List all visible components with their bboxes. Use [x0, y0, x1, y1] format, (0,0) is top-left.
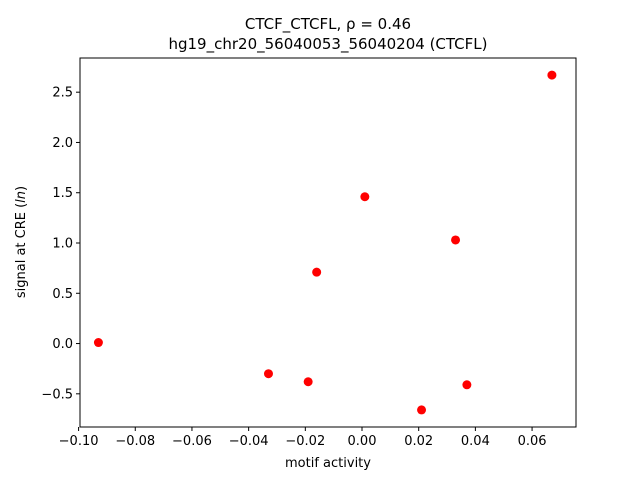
x-tick-label: −0.02: [285, 434, 325, 449]
x-tick-label: −0.06: [172, 434, 212, 449]
data-point: [93, 338, 103, 348]
y-tick-label: 2.5: [52, 86, 73, 101]
x-tick-label: −0.10: [59, 434, 99, 449]
y-tick-label: 0.5: [52, 287, 73, 302]
x-tick-label: −0.04: [229, 434, 269, 449]
data-point: [451, 235, 461, 245]
chart-title-line2: hg19_chr20_56040053_56040204 (CTCFL): [168, 35, 487, 54]
y-tick-label: 1.5: [52, 186, 73, 201]
x-tick-label: 0.06: [518, 434, 547, 449]
plot-area: −0.10 −0.08 −0.06 −0.04 −0.02 0.00 0.02 0.04 0.0…: [41, 70, 557, 449]
data-point: [417, 405, 427, 415]
y-tick-label: −0.5: [41, 387, 73, 402]
title-prefix: CTCF_CTCFL,: [245, 15, 346, 34]
x-axis-label: motif activity: [285, 456, 371, 471]
x-tick-label: 0.02: [404, 434, 433, 449]
data-point: [303, 377, 313, 387]
data-point: [547, 70, 557, 80]
title-rho: ρ = 0.46: [346, 15, 411, 33]
y-axis-label: signal at CRE (ln): [14, 186, 29, 298]
data-point: [462, 380, 472, 390]
y-label-prefix: signal at CRE (: [14, 203, 29, 298]
data-point: [312, 267, 322, 277]
x-tick-label: −0.08: [115, 434, 155, 449]
x-tick-label: 0.00: [348, 434, 377, 449]
y-tick-label: 0.0: [52, 337, 73, 352]
x-tick-label: 0.04: [461, 434, 490, 449]
y-label-suffix: ): [14, 186, 29, 191]
data-point: [263, 369, 273, 379]
data-point: [360, 192, 370, 202]
y-label-italic: ln: [14, 191, 29, 203]
plot-frame: [79, 57, 577, 428]
y-tick-label: 2.0: [52, 136, 73, 151]
chart-title-line1: CTCF_CTCFL, ρ = 0.46: [245, 15, 411, 34]
y-tick-label: 1.0: [52, 237, 73, 252]
